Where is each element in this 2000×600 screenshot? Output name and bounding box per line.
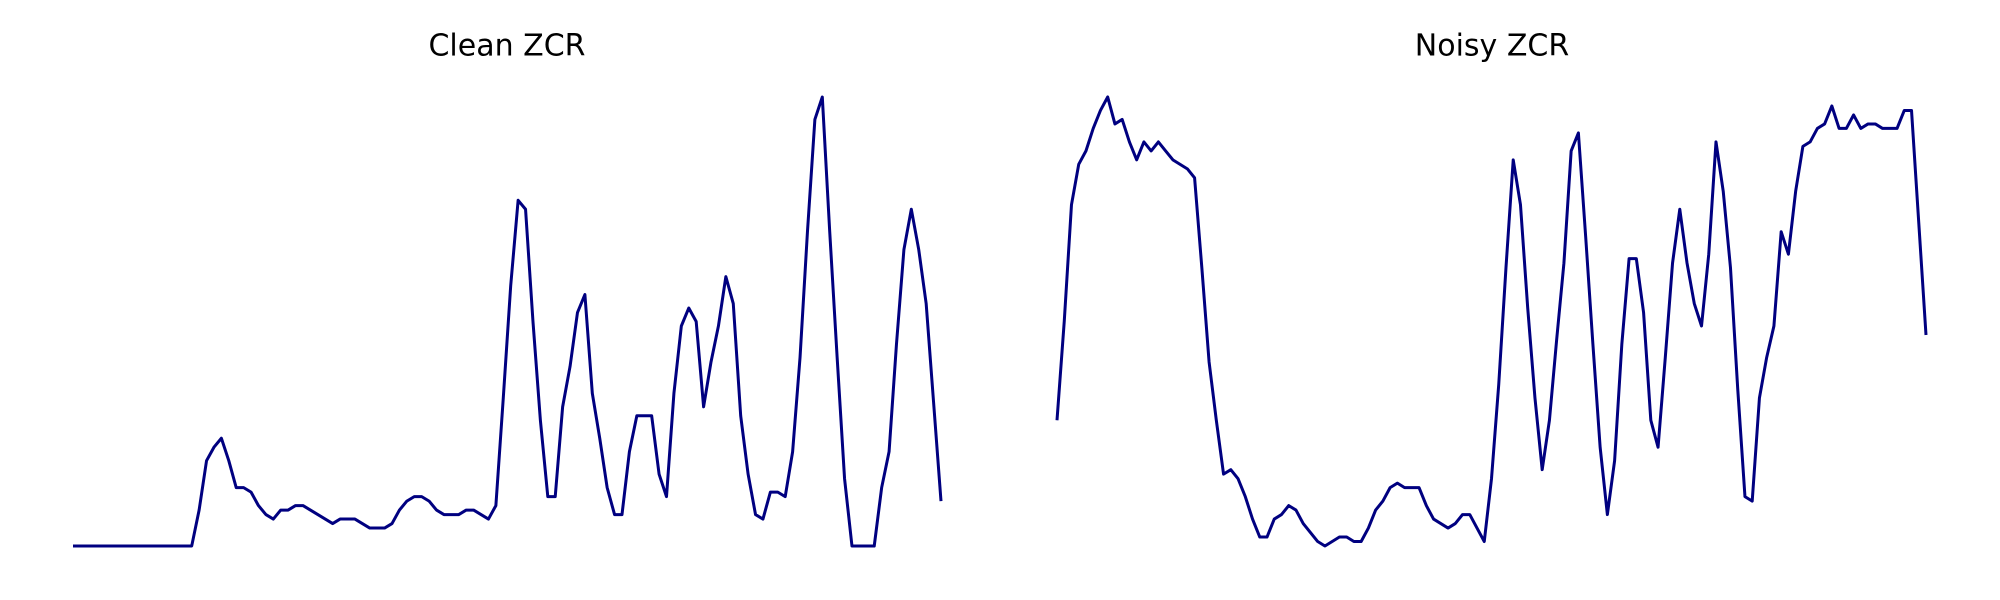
data-line	[73, 95, 943, 548]
chart-title: Noisy ZCR	[1415, 29, 1569, 64]
data-line	[1055, 95, 1928, 548]
chart-title: Clean ZCR	[428, 29, 585, 64]
